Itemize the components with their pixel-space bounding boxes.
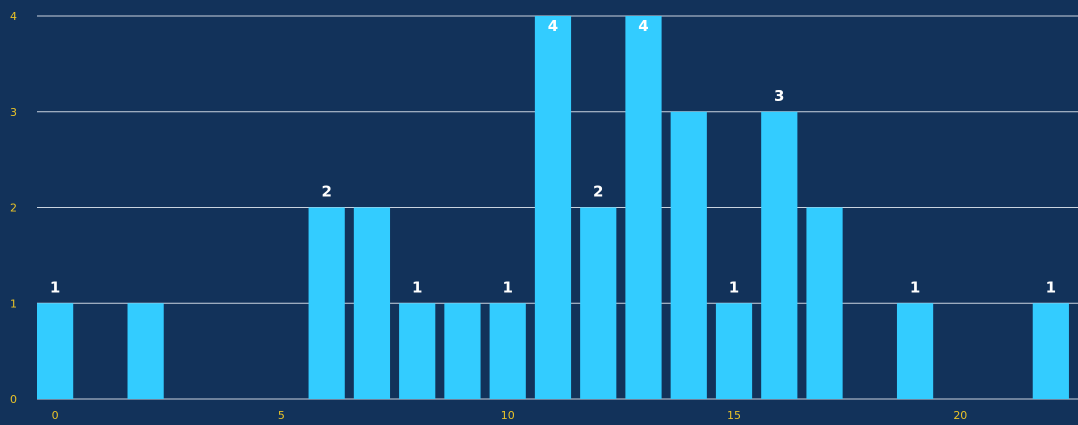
y-tick-label: 3	[10, 106, 17, 119]
x-tick-label: 15	[727, 409, 741, 422]
data-label-19: 1	[910, 278, 920, 296]
y-tick-label: 2	[10, 202, 17, 215]
y-tick-label: 0	[10, 393, 17, 406]
bars	[37, 16, 1069, 399]
data-label-8: 1	[412, 278, 422, 296]
data-label-16: 3	[774, 87, 784, 105]
bar-8	[399, 303, 436, 399]
data-label-22: 1	[1046, 278, 1056, 296]
data-label-13: 4	[638, 17, 648, 35]
y-tick-label: 1	[10, 297, 17, 310]
bar-15	[715, 303, 753, 399]
x-tick-label: 5	[278, 409, 285, 422]
bar-13	[625, 16, 662, 399]
bar-7	[353, 207, 391, 399]
x-tick-label: 0	[52, 409, 59, 422]
x-axis-ticks: 0 5 10 15 20	[52, 409, 968, 422]
bar-14	[670, 111, 707, 399]
bar-22	[1032, 303, 1069, 399]
data-label-10: 1	[502, 278, 512, 296]
data-label-11: 4	[548, 17, 558, 35]
bar-11	[534, 16, 572, 399]
data-label-6: 2	[321, 183, 331, 201]
bar-19	[896, 303, 934, 399]
x-tick-label: 10	[501, 409, 515, 422]
x-tick-label: 20	[953, 409, 967, 422]
bar-10	[489, 303, 526, 399]
bar-16	[761, 111, 798, 399]
bar-6	[308, 207, 345, 399]
data-label-0: 1	[50, 278, 60, 296]
bar-9	[444, 303, 481, 399]
bar-17	[806, 207, 843, 399]
y-tick-label: 4	[10, 10, 17, 23]
bar-2	[127, 303, 164, 399]
y-axis-ticks: 0 1 2 3 4	[10, 10, 17, 406]
bar-12	[580, 207, 617, 399]
data-labels: 1 2 1 1 4 2 4 1 3 1 1	[50, 17, 1056, 296]
bar-0	[37, 303, 74, 399]
data-label-12: 2	[593, 183, 603, 201]
data-label-15: 1	[729, 278, 739, 296]
